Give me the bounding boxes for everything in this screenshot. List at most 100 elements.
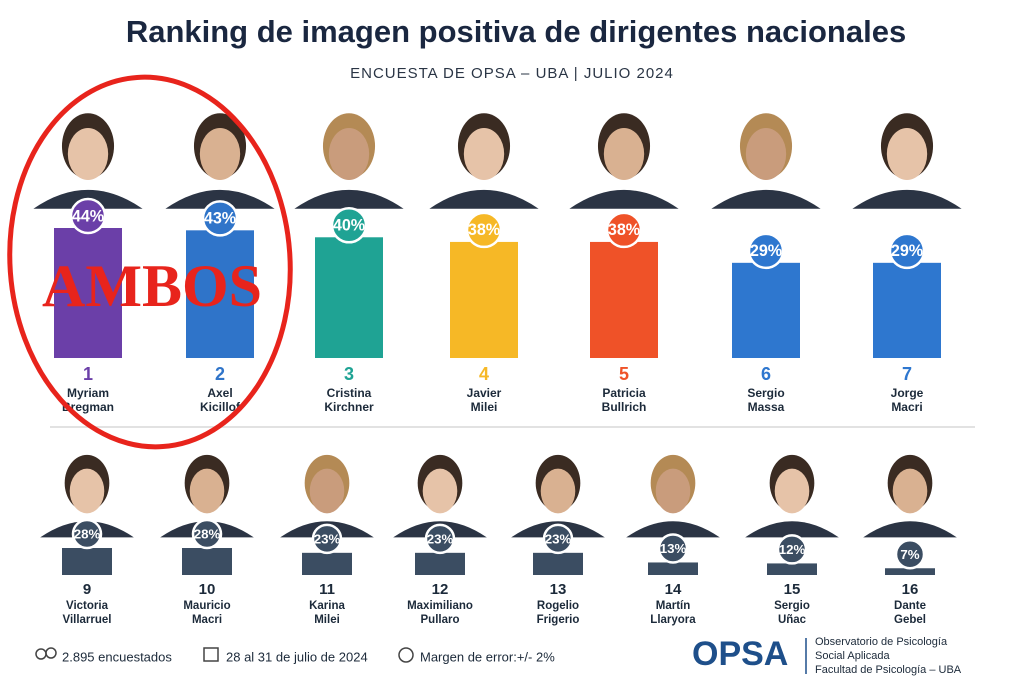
photo-shoulders	[852, 189, 962, 209]
bar	[302, 552, 352, 575]
name: Javier	[467, 386, 502, 400]
name: Myriam	[67, 386, 109, 400]
name: Kicillof	[200, 400, 241, 414]
value-label: 23%	[314, 531, 341, 546]
photo-shoulders	[569, 189, 679, 209]
photo-shoulders	[711, 189, 821, 209]
photo-face	[309, 468, 345, 514]
name: Frigerio	[537, 614, 580, 626]
badge	[747, 232, 785, 270]
photo-shoulders	[626, 521, 720, 538]
photo-shoulders	[429, 189, 539, 209]
name: Karina	[309, 600, 345, 612]
badge	[888, 232, 926, 270]
name: Bullrich	[602, 400, 647, 414]
photo-face	[67, 127, 109, 181]
photo-face	[189, 468, 225, 514]
bar	[182, 548, 232, 575]
badge	[465, 211, 503, 249]
name: Sergio	[747, 386, 784, 400]
org-line: Observatorio de Psicología	[815, 636, 948, 648]
name: Rogelio	[537, 600, 579, 612]
value-label: 12%	[779, 542, 806, 557]
rank: 6	[761, 364, 771, 384]
badge	[311, 523, 343, 555]
name: Uñac	[778, 614, 807, 626]
value-label: 38%	[608, 221, 640, 239]
value-label: 7%	[900, 547, 919, 562]
rank: 4	[479, 364, 489, 384]
rank: 14	[665, 581, 682, 598]
footer: 2.895 encuestados 28 al 31 de julio de 2…	[35, 635, 962, 676]
bar	[415, 552, 465, 575]
bar	[732, 262, 800, 358]
name: Llaryora	[650, 614, 696, 626]
title: Ranking de imagen positiva de dirigentes…	[126, 14, 906, 49]
bar	[873, 262, 941, 358]
bar	[62, 548, 112, 575]
name: Jorge	[891, 386, 924, 400]
bar	[590, 241, 658, 358]
rank: 1	[83, 364, 93, 384]
logo: OPSA	[692, 635, 788, 673]
icon-calendar	[203, 647, 219, 662]
photo-face	[886, 127, 928, 181]
name: Bregman	[62, 400, 114, 414]
name: Macri	[192, 614, 222, 626]
rank: 2	[215, 364, 225, 384]
rank: 11	[319, 581, 335, 598]
name: Macri	[891, 400, 922, 414]
value-label: 40%	[333, 217, 365, 235]
org-line: Facultad de Psicología – UBA	[815, 664, 962, 676]
photo-face	[655, 468, 691, 514]
photo-face	[745, 127, 787, 181]
name: Milei	[314, 614, 340, 626]
badge	[424, 523, 456, 555]
value-label: 23%	[545, 531, 572, 546]
name: Maximiliano	[407, 600, 473, 612]
name: Cristina	[327, 386, 372, 400]
photo-face	[603, 127, 645, 181]
rank: 13	[550, 581, 567, 598]
rank: 5	[619, 364, 629, 384]
name: Victoria	[66, 600, 109, 612]
photo-face	[540, 468, 576, 514]
photo-face	[422, 468, 458, 514]
photo-shoulders	[165, 189, 275, 209]
name: Milei	[471, 400, 498, 414]
value-label: 44%	[72, 207, 104, 225]
value-label: 38%	[468, 221, 500, 239]
org-line: Social Aplicada	[815, 650, 890, 662]
badge	[201, 200, 239, 237]
value-label: 43%	[204, 210, 236, 228]
photo-face	[774, 468, 810, 514]
badge	[71, 518, 103, 550]
photo-shoulders	[745, 521, 839, 538]
value-label: 29%	[891, 242, 923, 260]
bar	[533, 552, 583, 575]
bar	[186, 230, 254, 358]
bar	[885, 568, 935, 575]
bar	[315, 237, 383, 358]
badge	[542, 523, 574, 555]
rank: 10	[199, 581, 216, 598]
rank: 9	[83, 581, 91, 598]
badge	[776, 534, 808, 565]
rank: 15	[784, 581, 801, 598]
photo-shoulders	[863, 521, 957, 538]
name: Mauricio	[183, 600, 230, 612]
value-label: 29%	[750, 242, 782, 260]
name: Massa	[748, 400, 785, 414]
respondents: 2.895 encuestados	[62, 649, 172, 664]
rank: 7	[902, 364, 912, 384]
name: Martín	[656, 600, 691, 612]
photo-face	[69, 468, 105, 514]
badge	[191, 518, 223, 550]
bar	[767, 563, 817, 575]
photo-face	[892, 468, 928, 514]
value-label: 28%	[194, 527, 221, 542]
badge	[69, 197, 107, 235]
icon-target	[398, 647, 414, 663]
